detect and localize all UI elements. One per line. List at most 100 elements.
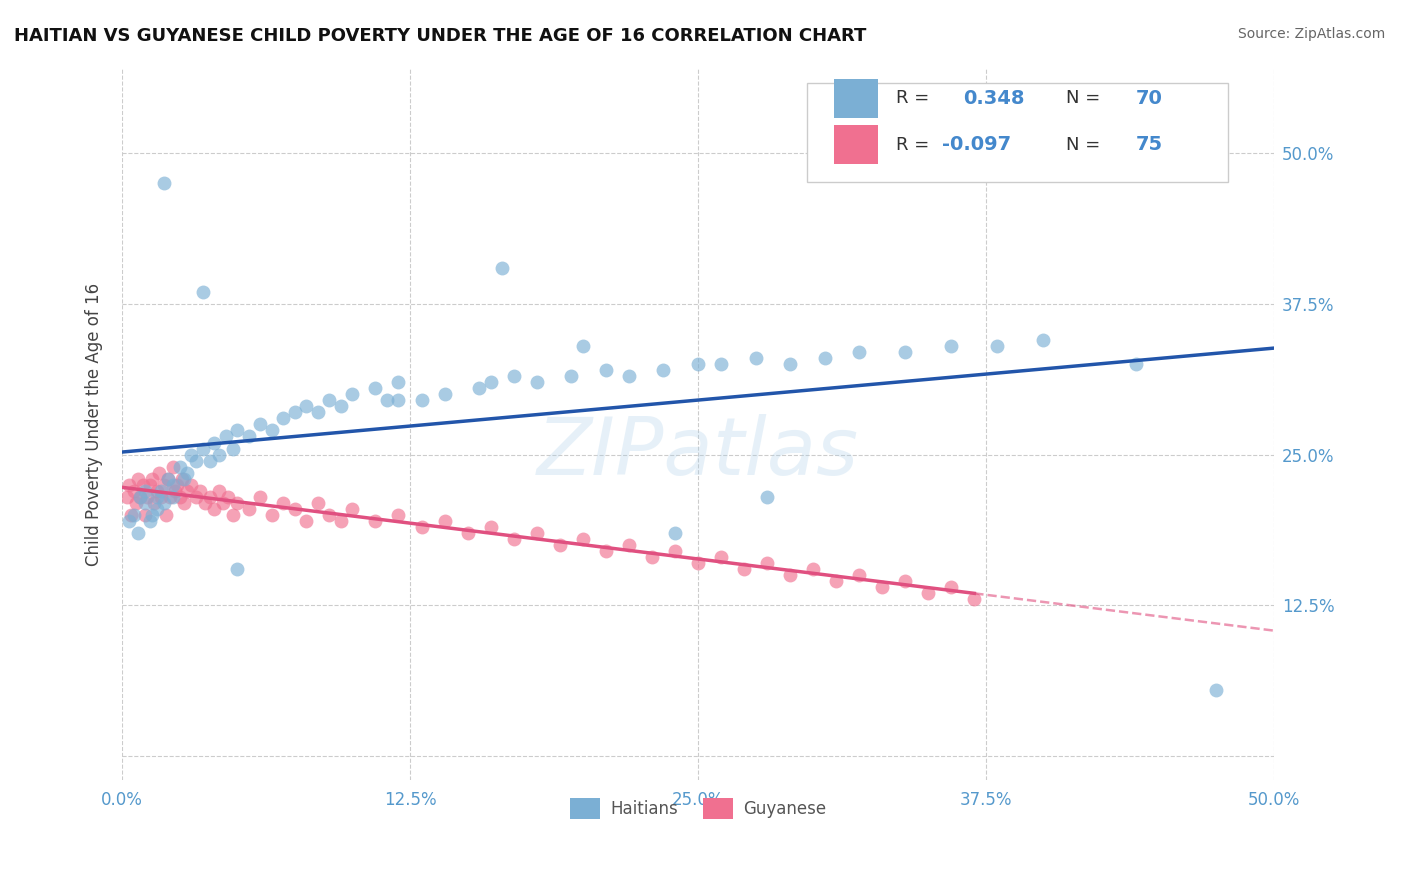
Point [148, 466, 170, 480]
Point [162, 459, 184, 474]
Point [249, 490, 271, 504]
Point [756, 556, 779, 570]
Point [226, 562, 249, 576]
Point [115, 490, 138, 504]
Point [295, 400, 318, 414]
Point [479, 520, 502, 534]
Point [307, 405, 329, 419]
Point [284, 405, 307, 419]
Point [870, 580, 893, 594]
Point [184, 453, 207, 467]
Point [152, 176, 174, 190]
Point [468, 381, 491, 395]
Point [652, 363, 675, 377]
Point [134, 508, 156, 522]
Point [813, 351, 835, 365]
Text: ZIPatlas: ZIPatlas [537, 414, 859, 491]
Y-axis label: Child Poverty Under the Age of 16: Child Poverty Under the Age of 16 [86, 283, 103, 566]
Point [159, 490, 181, 504]
Point [641, 550, 664, 565]
Point [941, 580, 963, 594]
Point [221, 442, 243, 456]
Point [571, 339, 593, 353]
Point [198, 490, 221, 504]
FancyBboxPatch shape [834, 125, 877, 164]
Point [548, 538, 571, 552]
Point [664, 544, 686, 558]
Point [502, 532, 524, 546]
Point [169, 490, 191, 504]
Point [208, 483, 231, 498]
Point [141, 472, 163, 486]
Point [271, 411, 294, 425]
Point [145, 483, 167, 498]
Point [560, 369, 582, 384]
Point [194, 496, 217, 510]
Point [433, 514, 456, 528]
Point [1125, 357, 1147, 371]
Point [457, 526, 479, 541]
Point [129, 490, 152, 504]
Point [155, 508, 177, 522]
Point [176, 483, 198, 498]
Point [801, 562, 824, 576]
Point [271, 496, 294, 510]
Point [595, 363, 617, 377]
Point [163, 483, 186, 498]
Point [122, 483, 145, 498]
Point [173, 472, 195, 486]
Point [127, 472, 149, 486]
Point [433, 387, 456, 401]
Point [318, 508, 340, 522]
Text: Source: ZipAtlas.com: Source: ZipAtlas.com [1237, 27, 1385, 41]
Point [779, 357, 801, 371]
Point [387, 375, 409, 389]
Point [191, 285, 214, 299]
Point [411, 520, 433, 534]
Point [917, 586, 939, 600]
Point [170, 472, 193, 486]
Point [342, 501, 364, 516]
Point [152, 477, 174, 491]
Point [260, 508, 283, 522]
Point [1205, 682, 1227, 697]
Point [295, 514, 318, 528]
Point [963, 592, 986, 607]
Point [664, 526, 686, 541]
Point [1032, 333, 1054, 347]
Point [212, 496, 235, 510]
Point [342, 387, 364, 401]
Point [779, 568, 801, 582]
Point [329, 514, 352, 528]
Point [169, 459, 191, 474]
Point [526, 526, 548, 541]
Point [166, 477, 188, 491]
Point [162, 477, 184, 491]
Point [249, 417, 271, 432]
Point [502, 369, 524, 384]
Point [141, 508, 163, 522]
Point [364, 514, 387, 528]
Point [941, 339, 963, 353]
Point [226, 424, 249, 438]
Point [190, 483, 212, 498]
Point [710, 550, 733, 565]
Point [318, 393, 340, 408]
Point [710, 357, 733, 371]
Point [129, 490, 152, 504]
Point [571, 532, 593, 546]
Point [744, 351, 766, 365]
Text: HAITIAN VS GUYANESE CHILD POVERTY UNDER THE AGE OF 16 CORRELATION CHART: HAITIAN VS GUYANESE CHILD POVERTY UNDER … [14, 27, 866, 45]
Point [284, 501, 307, 516]
Point [157, 472, 180, 486]
Text: N =: N = [1067, 89, 1107, 107]
Point [491, 260, 513, 275]
Point [208, 448, 231, 462]
Point [848, 345, 870, 359]
Text: N =: N = [1067, 136, 1107, 153]
Point [686, 556, 709, 570]
Point [150, 483, 173, 498]
Point [217, 490, 239, 504]
Point [307, 496, 329, 510]
Point [260, 424, 283, 438]
